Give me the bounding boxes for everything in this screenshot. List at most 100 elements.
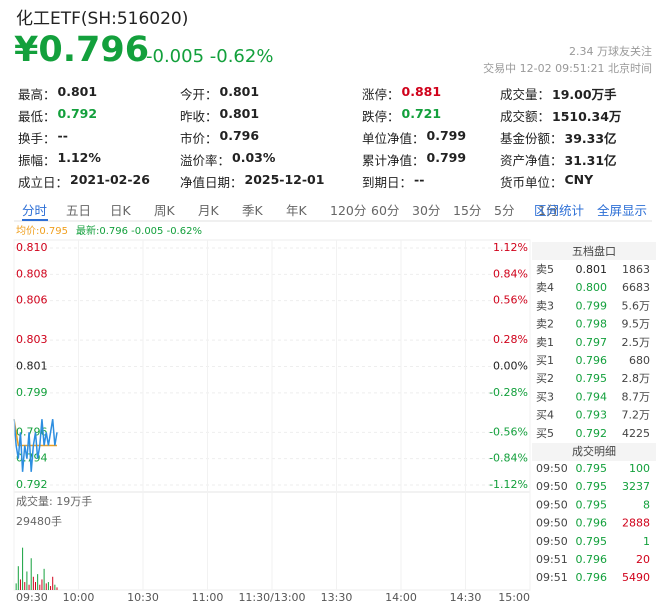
trade-price: 0.796 [576,571,608,584]
y-tick-label: 0.806 [16,294,48,307]
trade-time: 09:50 [536,517,568,530]
tab[interactable]: 周K [154,203,175,218]
tab[interactable]: 五日 [66,203,92,218]
trade-volume: 5490 [622,571,650,584]
stat-value: 0.799 [426,150,467,165]
y-tick-label: 0.801 [16,360,48,373]
book-volume: 1863 [622,263,650,276]
tab[interactable]: 5分 [494,203,515,218]
tab[interactable]: 1分 [538,203,559,218]
tab[interactable]: 60分 [371,203,400,218]
percent-label: 0.84% [493,267,528,280]
stat-label: 振幅： [18,153,56,168]
book-level: 卖5 [536,263,554,276]
stat-value: 0.721 [401,106,442,121]
stat-label: 换手： [18,131,56,146]
stat-value: -- [414,172,425,187]
tab[interactable]: 分时 [22,203,48,218]
stat-value: 1510.34万 [552,109,622,124]
tab[interactable]: 15分 [453,203,482,218]
trade-time: 09:50 [536,480,568,493]
trade-time: 09:50 [536,498,568,511]
trade-price: 0.795 [576,498,608,511]
followers[interactable]: 2.34 万球友关注 [569,45,652,58]
book-volume: 2.5万 [622,336,651,349]
percent-label: 0.28% [493,333,528,346]
book-volume: 9.5万 [622,318,651,331]
book-price: 0.799 [576,299,608,312]
y-tick-label: 0.799 [16,386,48,399]
stat-label: 溢价率： [180,153,231,168]
panel-header [532,443,656,461]
trade-price: 0.795 [576,480,608,493]
trade-volume: 100 [629,462,650,475]
book-level: 买3 [536,390,554,403]
book-volume: 680 [629,354,650,367]
book-level: 买4 [536,409,554,422]
tab-action[interactable]: 全屏显示 [597,203,648,218]
y-tick-label: 0.803 [16,333,48,346]
price-line [13,419,58,472]
stat-label: 跌停： [362,109,400,124]
stat-value: 0.801 [57,84,98,99]
book-level: 卖2 [536,318,554,331]
tab[interactable]: 30分 [412,203,441,218]
trade-volume: 8 [643,498,650,511]
percent-label: -0.84% [489,452,528,465]
book-volume: 7.2万 [622,409,651,422]
tab[interactable]: 年K [286,203,307,218]
tab[interactable]: 120分 [330,203,367,218]
stat-label: 今开： [180,87,218,102]
x-tick-label: 11:00 [192,591,224,604]
book-volume: 5.6万 [622,299,651,312]
stat-label: 成交量： [500,87,551,102]
x-tick-label: 14:30 [450,591,482,604]
panel-title: 成交明细 [572,444,616,458]
percent-label: -1.12% [489,478,528,491]
tab-action[interactable]: 区间统计 [534,203,585,218]
stat-value: 0.801 [219,84,260,99]
trade-volume: 2888 [622,517,650,530]
trade-volume: 20 [636,553,650,566]
book-price: 0.796 [576,354,608,367]
x-tick-label: 10:00 [63,591,95,604]
tab[interactable]: 日K [110,203,131,218]
trade-volume: 1 [643,535,650,548]
stat-value: 19.00万手 [552,87,617,102]
tab[interactable]: 季K [242,203,263,218]
stat-label: 最高： [18,87,56,102]
legend-avg: 均价:0.795 [16,226,68,237]
x-tick-label: 15:00 [498,591,530,604]
stat-value: 2021-02-26 [70,172,150,187]
stat-value: 0.03% [232,150,276,165]
trade-time: 09:50 [536,462,568,475]
stat-value: 0.881 [401,84,442,99]
book-level: 卖1 [536,336,554,349]
book-volume: 2.8万 [622,372,651,385]
tab[interactable]: 月K [198,203,219,218]
status: 交易中 12-02 09:51:21 北京时间 [483,62,652,75]
percent-label: -0.28% [489,386,528,399]
stat-label: 成交额： [500,109,551,124]
book-volume: 4225 [622,427,650,440]
volume-max: 29480手 [16,515,62,528]
stat-value: 39.33亿 [564,131,617,146]
book-level: 卖3 [536,299,554,312]
stat-label: 单位净值： [362,131,425,146]
trade-time: 09:50 [536,535,568,548]
stat-label: 到期日： [362,175,413,190]
change: -0.005 -0.62% [146,46,274,67]
book-price: 0.797 [576,336,608,349]
stat-label: 基金份额： [500,131,563,146]
book-level: 买1 [536,354,554,367]
x-tick-label: 13:30 [321,591,353,604]
trade-price: 0.795 [576,535,608,548]
stat-label: 市价： [180,131,218,146]
book-level: 买2 [536,372,554,385]
book-price: 0.795 [576,372,608,385]
book-price: 0.800 [576,281,608,294]
trade-price: 0.796 [576,553,608,566]
stat-value: 0.796 [219,128,260,143]
